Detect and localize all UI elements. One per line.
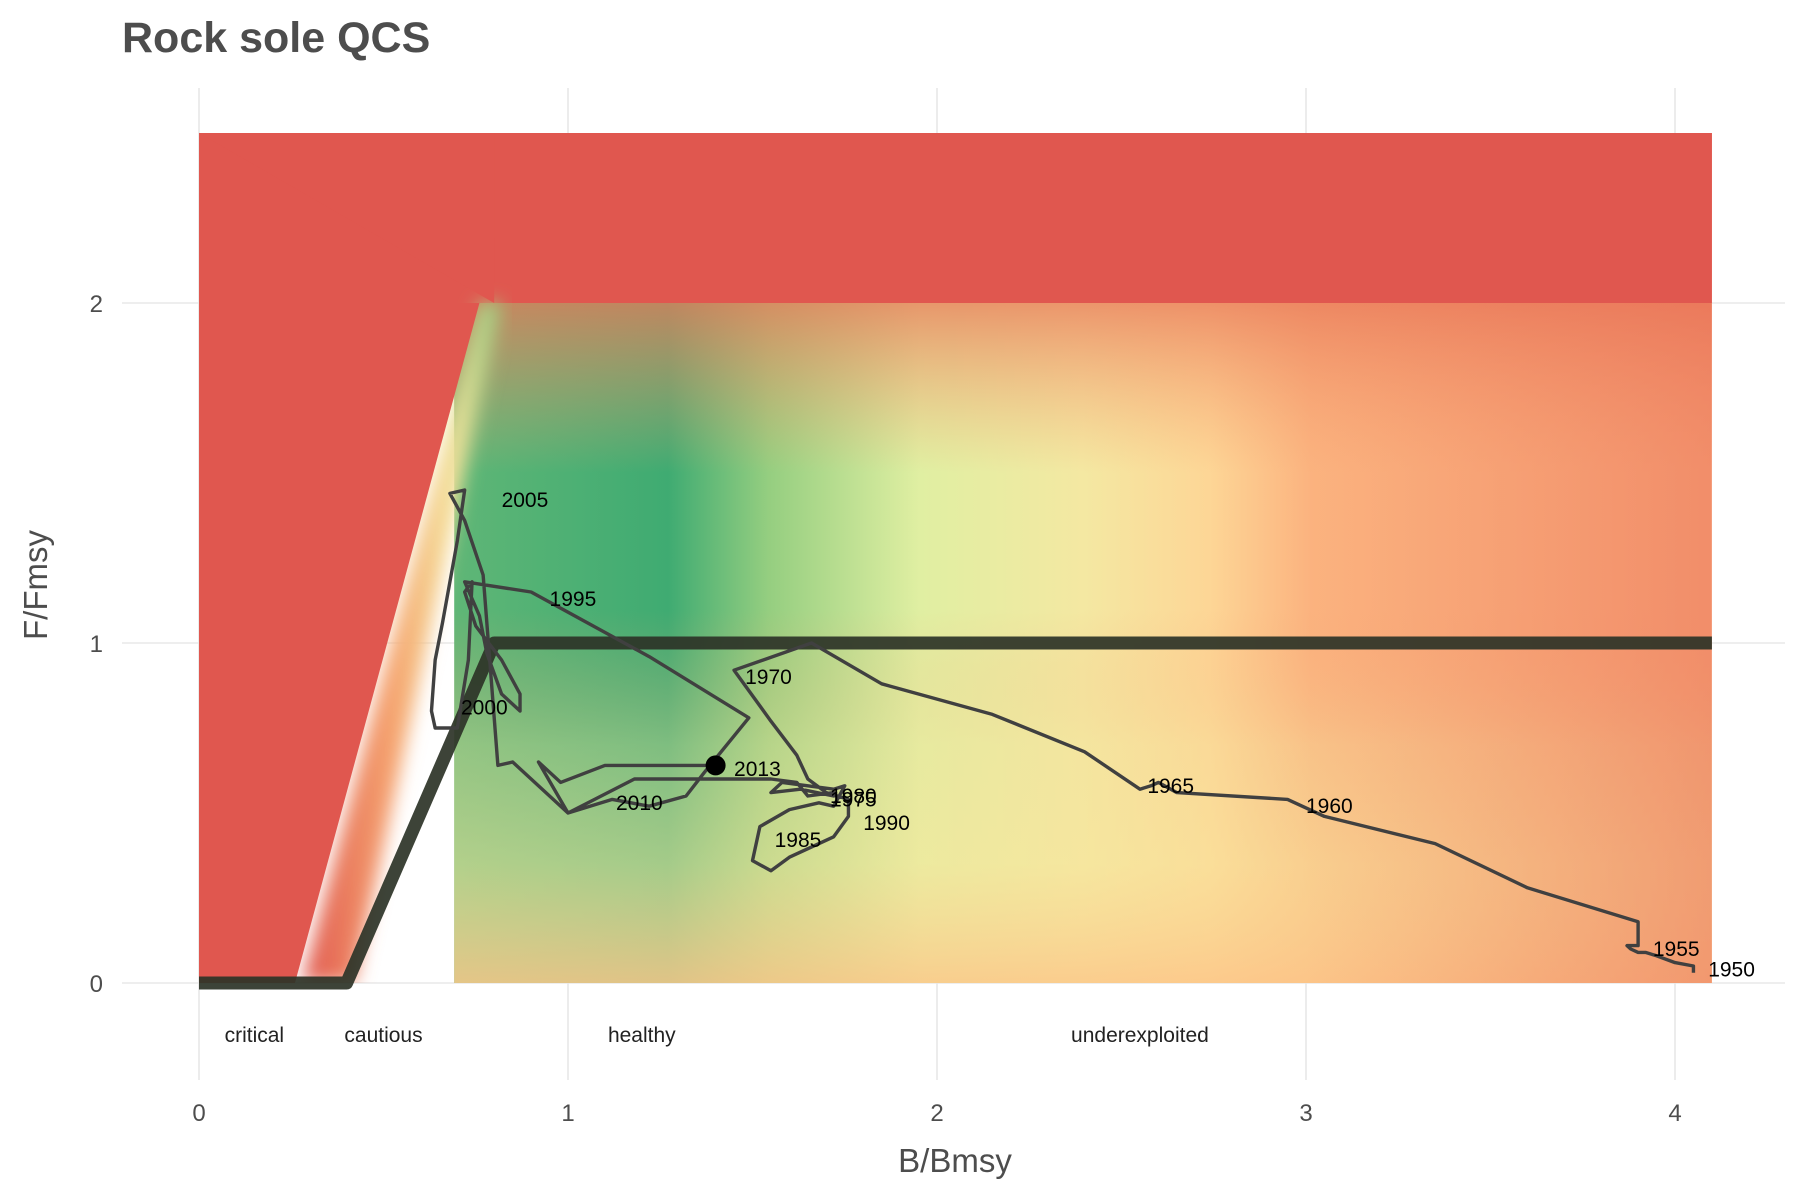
year-label-1995: 1995 [550,588,597,611]
y-tick-label: 1 [90,631,103,658]
zone-label-critical: critical [225,1024,285,1047]
x-tick-label: 0 [192,1100,205,1127]
chart-title: Rock sole QCS [122,14,431,62]
year-label-1950: 1950 [1708,958,1755,981]
zone-labels: critical cautious healthy underexploited [225,1024,1209,1047]
year-label-1990: 1990 [863,812,910,835]
current-year-point [705,755,726,776]
zone-label-underexploited: underexploited [1071,1024,1209,1047]
year-label-1960: 1960 [1306,795,1353,818]
year-label-2010: 2010 [616,792,663,815]
year-label-2013: 2013 [734,758,781,781]
critical-zone-top [199,133,495,303]
x-tick-label: 4 [1668,1100,1681,1127]
y-axis-title: F/Fmsy [17,530,54,640]
cautious-transition [302,303,502,983]
year-label-2005: 2005 [502,489,549,512]
x-tick-label: 2 [930,1100,943,1127]
year-label-1965: 1965 [1147,775,1194,798]
x-tick-label: 1 [561,1100,574,1127]
year-label-1985: 1985 [775,829,822,852]
year-label-1980: 1980 [830,785,877,808]
year-label-2000: 2000 [461,697,508,720]
year-label-1975: 1975 [830,788,877,811]
year-label-1955: 1955 [1653,938,1700,961]
x-axis-title: B/Bmsy [898,1142,1012,1179]
tick-labels: 0 1 2 3 4 0 1 2 [90,291,1682,1127]
critical-zone [199,303,480,983]
trajectory-group [429,488,1696,973]
y-tick-label: 0 [90,971,103,998]
x-tick-label: 3 [1299,1100,1312,1127]
zone-label-cautious: cautious [344,1024,422,1047]
reference-line-group [199,636,1712,990]
status-background [199,133,1712,983]
y-tick-label: 2 [90,291,103,318]
year-label-1970: 1970 [745,666,792,689]
stock-trajectory-line [429,488,1696,973]
harvest-control-rule-line [199,636,1712,990]
zone-label-healthy: healthy [608,1024,676,1047]
